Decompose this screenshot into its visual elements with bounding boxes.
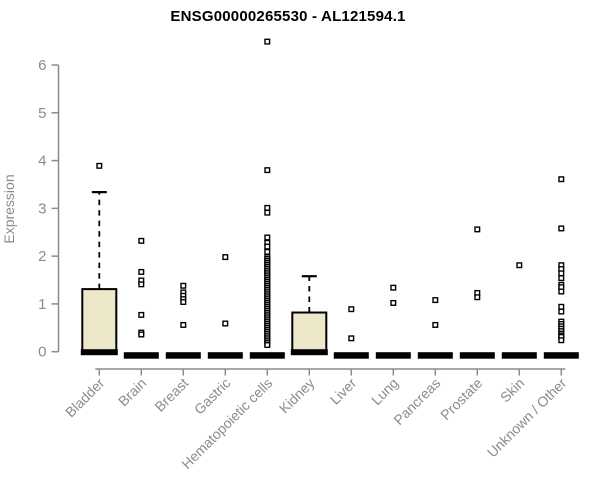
outlier-point <box>558 303 565 310</box>
flat-box <box>375 352 411 359</box>
outlier-point <box>474 294 481 301</box>
category-label: Lung <box>368 375 401 408</box>
y-tick-label: 1 <box>38 296 46 313</box>
category-label: Unknown / Other <box>484 375 570 461</box>
outlier-point <box>138 237 145 244</box>
flat-box <box>123 352 159 359</box>
flat-box <box>207 352 243 359</box>
outlier-point <box>432 321 439 328</box>
y-tick-label: 6 <box>38 57 46 74</box>
outlier-point <box>138 311 145 318</box>
y-tick-label: 5 <box>38 105 46 122</box>
outlier-point <box>558 308 565 315</box>
box <box>291 311 328 353</box>
y-tick-label: 4 <box>38 153 46 170</box>
category-label: Kidney <box>276 375 318 417</box>
outlier-point <box>348 306 355 313</box>
outlier-point <box>516 262 523 269</box>
outlier-point <box>474 226 481 233</box>
y-tick-label: 2 <box>38 248 46 265</box>
outlier-point <box>264 167 271 174</box>
category-label: Skin <box>497 375 528 406</box>
outlier-point <box>264 204 271 211</box>
category-label: Breast <box>151 375 191 415</box>
outlier-point <box>558 176 565 183</box>
outlier-point <box>558 275 565 282</box>
box <box>81 288 118 353</box>
outlier-point <box>264 248 271 255</box>
outlier-point <box>264 342 271 349</box>
category-label: Brain <box>115 375 149 409</box>
chart-title: ENSG00000265530 - AL121594.1 <box>170 8 406 25</box>
outlier-point <box>180 321 187 328</box>
category-label: Liver <box>327 375 360 408</box>
outlier-point <box>180 282 187 289</box>
outlier-point <box>222 320 229 327</box>
flat-box <box>459 352 495 359</box>
outlier-point <box>558 288 565 295</box>
flat-box <box>501 352 537 359</box>
outlier-point <box>222 254 229 261</box>
outlier-point <box>390 284 397 291</box>
outlier-point <box>180 299 187 306</box>
outlier-point <box>264 38 271 45</box>
outlier-point <box>558 270 565 277</box>
flat-box <box>249 352 285 359</box>
outlier-point <box>558 337 565 344</box>
category-label: Bladder <box>62 375 108 421</box>
flat-box <box>165 352 201 359</box>
category-label: Prostate <box>437 375 485 423</box>
outlier-point <box>138 281 145 288</box>
outlier-point <box>390 299 397 306</box>
outlier-point <box>138 331 145 338</box>
outlier-point <box>432 297 439 304</box>
outlier-point <box>348 335 355 342</box>
flat-box <box>333 352 369 359</box>
median-line <box>290 349 328 356</box>
category-label: Pancreas <box>390 375 443 428</box>
outlier-point <box>264 209 271 216</box>
outlier-point <box>264 234 271 241</box>
flat-box <box>417 352 453 359</box>
median-line <box>80 349 118 356</box>
outlier-point <box>264 243 271 250</box>
y-tick-label: 0 <box>38 344 46 361</box>
outlier-point <box>96 162 103 169</box>
outlier-point <box>558 225 565 232</box>
flat-box <box>543 352 579 359</box>
outlier-point <box>138 268 145 275</box>
y-tick-label: 3 <box>38 200 46 217</box>
